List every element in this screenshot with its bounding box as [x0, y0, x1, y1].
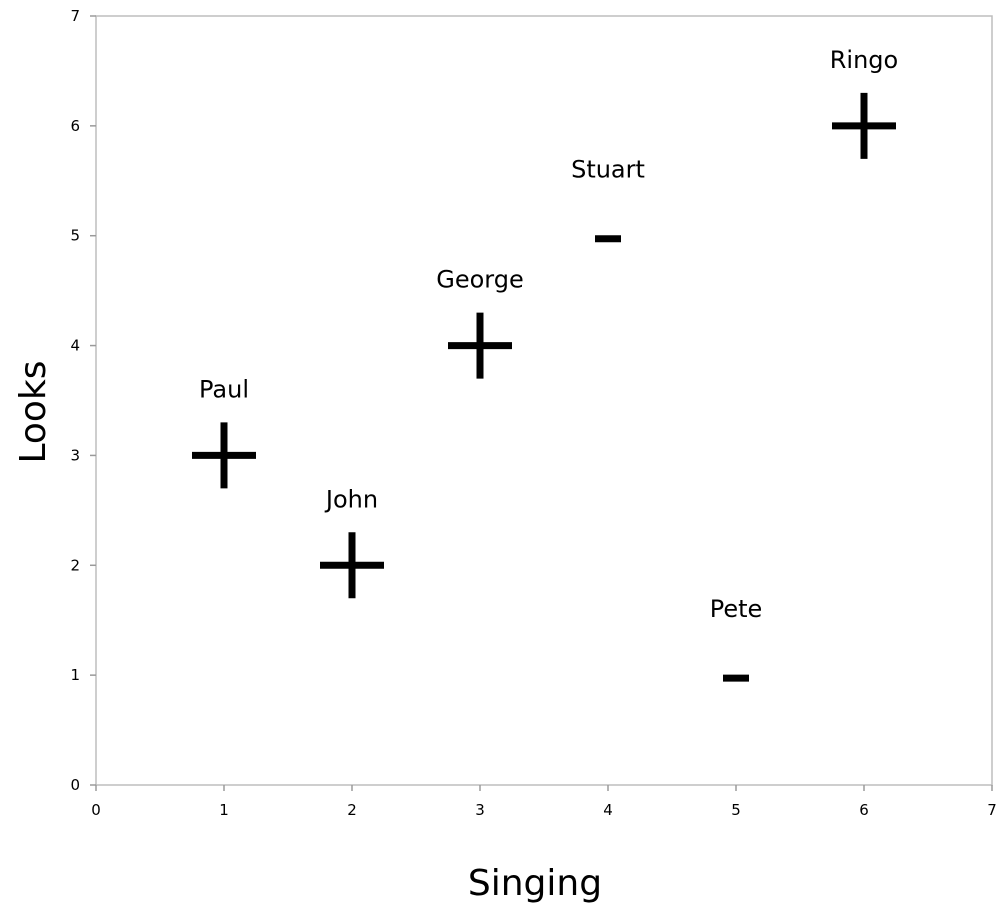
data-points: Paul John George Stuart Pete Ringo — [192, 46, 898, 682]
data-point-ringo: Ringo — [830, 46, 898, 159]
data-point-george: George — [436, 266, 524, 379]
x-tick-label: 5 — [731, 801, 741, 819]
point-label: Stuart — [571, 156, 645, 184]
y-tick-label: 7 — [70, 7, 80, 25]
y-tick-label: 3 — [70, 446, 80, 464]
y-axis-title: Looks — [13, 360, 54, 463]
point-label: George — [436, 266, 524, 294]
x-axis-title: Singing — [468, 863, 602, 904]
data-point-stuart: Stuart — [571, 156, 645, 243]
y-tick-label: 1 — [70, 666, 80, 684]
data-point-paul: Paul — [192, 375, 256, 489]
x-tick-label: 4 — [603, 801, 613, 819]
y-tick-label: 5 — [70, 227, 80, 245]
y-axis: 0 1 2 3 4 5 6 7 — [70, 7, 96, 794]
x-tick-label: 3 — [475, 801, 485, 819]
y-tick-label: 4 — [70, 337, 80, 355]
y-tick-label: 6 — [70, 117, 80, 135]
point-label: Ringo — [830, 46, 898, 74]
plot-frame — [95, 15, 993, 786]
x-tick-label: 0 — [91, 801, 101, 819]
point-label: Pete — [710, 595, 763, 623]
point-label: Paul — [199, 375, 249, 403]
x-tick-label: 6 — [859, 801, 869, 819]
x-tick-label: 1 — [219, 801, 229, 819]
point-label: John — [324, 485, 378, 513]
y-tick-label: 2 — [70, 556, 80, 574]
data-point-john: John — [320, 485, 384, 599]
x-axis: 0 1 2 3 4 5 6 7 — [91, 785, 997, 819]
data-point-pete: Pete — [710, 595, 763, 682]
x-tick-label: 2 — [347, 801, 357, 819]
x-tick-label: 7 — [987, 801, 997, 819]
y-tick-label: 0 — [70, 776, 80, 794]
